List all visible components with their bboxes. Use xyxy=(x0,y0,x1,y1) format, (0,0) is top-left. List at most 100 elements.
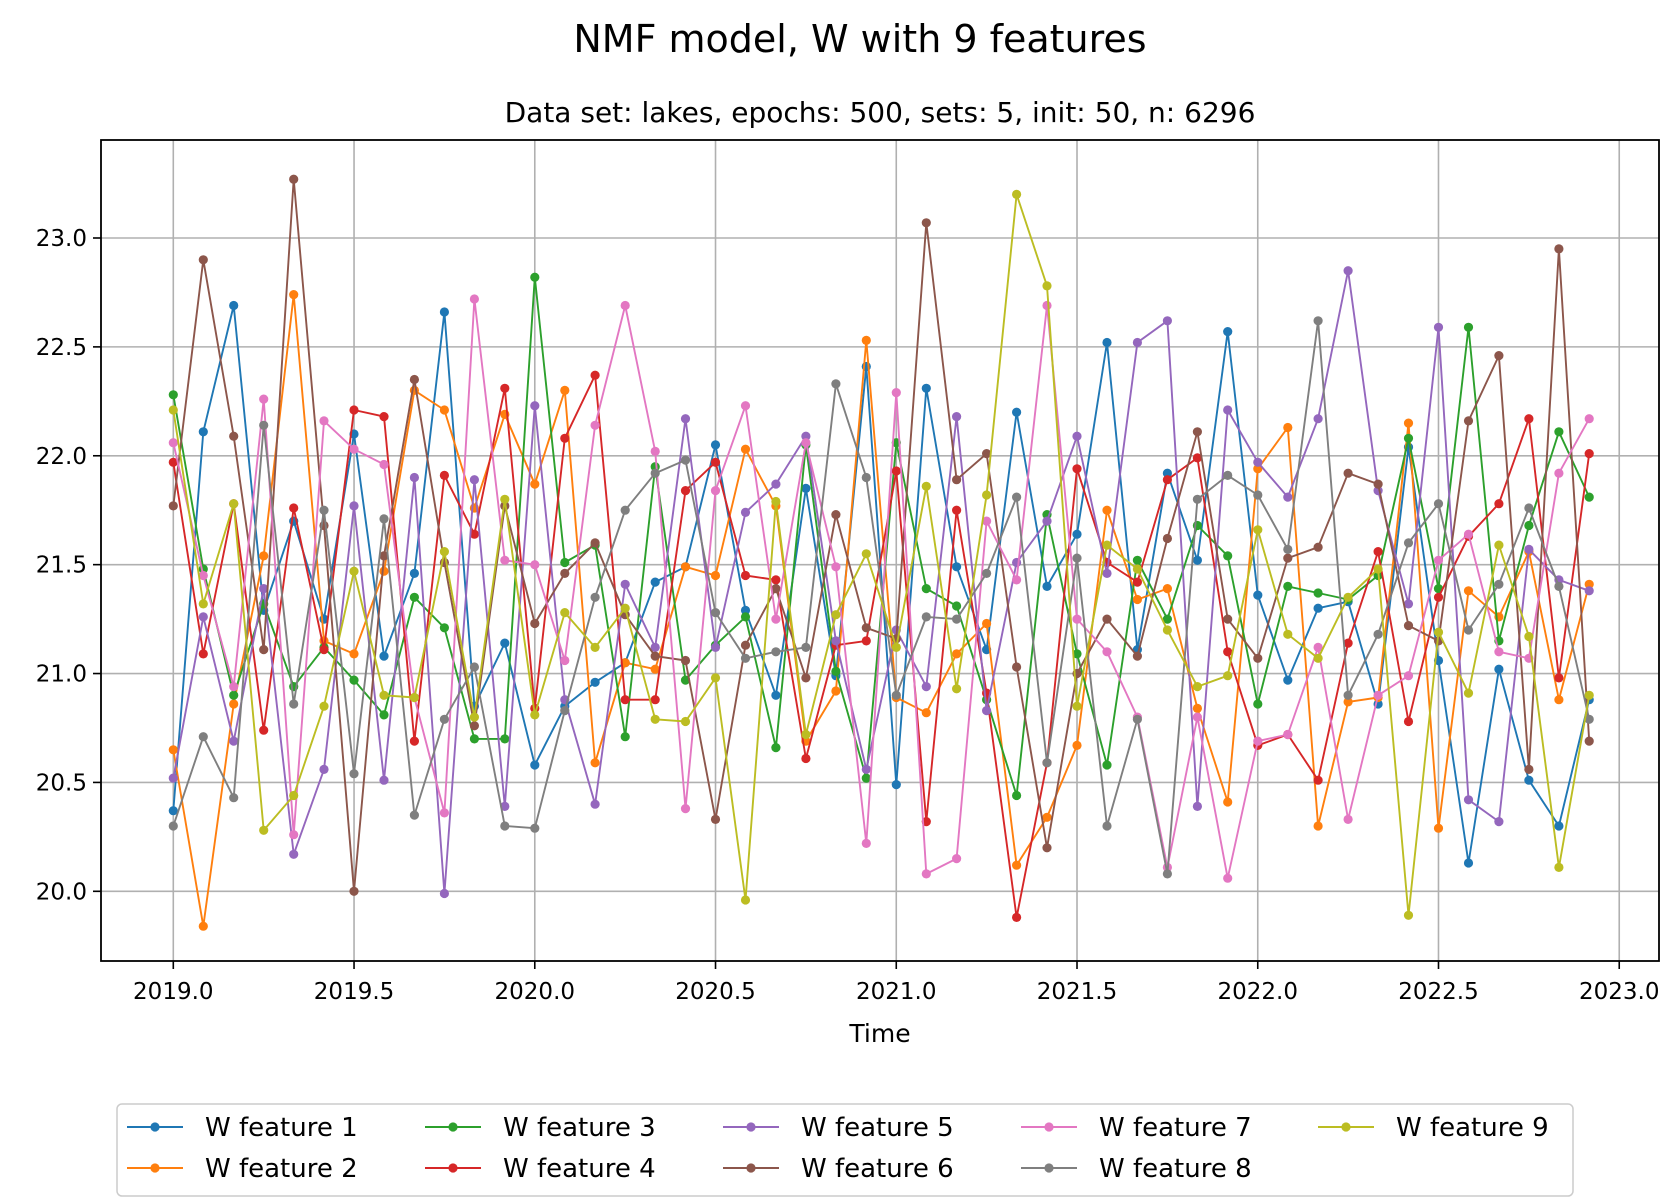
data-point xyxy=(319,505,329,515)
data-point xyxy=(740,507,751,517)
data-point xyxy=(620,300,630,311)
legend-swatch-marker xyxy=(1044,1163,1054,1173)
data-point xyxy=(1132,594,1142,605)
data-point xyxy=(921,682,931,692)
data-point xyxy=(1072,529,1082,539)
data-point xyxy=(259,394,269,404)
y-tick-label: 21.5 xyxy=(36,553,87,579)
data-point xyxy=(229,793,239,803)
x-axis-label: Time xyxy=(848,1019,910,1048)
data-point xyxy=(620,505,630,515)
data-point xyxy=(349,444,359,454)
data-point xyxy=(1343,697,1353,707)
data-point xyxy=(259,584,269,594)
data-point xyxy=(1524,520,1534,531)
data-point xyxy=(560,608,570,618)
data-point xyxy=(469,529,479,539)
data-point xyxy=(560,433,570,443)
data-point xyxy=(740,612,751,622)
data-point xyxy=(168,457,178,467)
data-point xyxy=(1584,586,1594,596)
data-point xyxy=(831,379,841,389)
data-point xyxy=(1192,494,1202,504)
y-tick-label: 22.5 xyxy=(36,335,87,361)
data-point xyxy=(439,714,449,724)
data-point xyxy=(439,405,449,415)
data-point xyxy=(1283,581,1293,592)
data-point xyxy=(409,374,419,385)
data-point xyxy=(1343,266,1353,276)
data-point xyxy=(952,505,962,515)
data-point xyxy=(740,895,751,905)
data-point xyxy=(1102,760,1112,770)
data-point xyxy=(1463,625,1474,635)
data-point xyxy=(1162,533,1172,544)
data-point xyxy=(710,673,721,683)
data-point xyxy=(560,655,570,666)
data-point xyxy=(1494,499,1504,509)
data-point xyxy=(469,712,479,722)
data-point xyxy=(1072,701,1082,711)
series-group xyxy=(168,174,1594,931)
data-point xyxy=(650,651,660,661)
data-point xyxy=(1463,795,1474,805)
data-point xyxy=(952,601,962,611)
data-point xyxy=(1192,703,1202,714)
data-point xyxy=(710,570,721,581)
data-point xyxy=(982,516,992,526)
data-point xyxy=(1253,736,1263,746)
data-point xyxy=(982,449,992,459)
data-point xyxy=(1343,814,1353,825)
data-point xyxy=(1132,564,1142,574)
data-point xyxy=(771,496,781,507)
data-point xyxy=(1433,627,1444,637)
data-point xyxy=(1403,433,1414,443)
data-point xyxy=(1463,586,1474,596)
data-point xyxy=(650,664,660,674)
data-point xyxy=(379,551,389,561)
data-point xyxy=(801,431,811,441)
data-point xyxy=(1162,614,1172,624)
data-point xyxy=(409,692,419,703)
data-point xyxy=(530,479,540,489)
data-point xyxy=(861,773,871,783)
legend-swatch-marker xyxy=(150,1163,160,1173)
data-point xyxy=(1253,490,1263,500)
data-point xyxy=(1313,821,1323,831)
data-point xyxy=(1463,416,1474,426)
data-point xyxy=(1102,337,1112,348)
data-point xyxy=(1554,244,1564,254)
data-point xyxy=(801,483,811,493)
data-point xyxy=(469,294,479,304)
legend-label: W feature 3 xyxy=(503,1113,656,1143)
data-point xyxy=(229,682,239,692)
data-point xyxy=(1373,690,1383,700)
data-point xyxy=(1373,547,1383,557)
data-point xyxy=(168,773,178,783)
data-point xyxy=(409,592,419,602)
data-point xyxy=(1373,564,1383,574)
data-point xyxy=(1283,492,1293,502)
series-line xyxy=(172,293,1591,928)
data-point xyxy=(952,562,962,572)
data-point xyxy=(229,431,239,441)
data-point xyxy=(1313,588,1323,598)
data-point xyxy=(1554,673,1564,683)
data-point xyxy=(1253,590,1263,600)
data-point xyxy=(710,814,721,825)
data-point xyxy=(952,854,962,864)
data-point xyxy=(620,603,630,613)
data-point xyxy=(1042,516,1052,526)
data-point xyxy=(1524,414,1534,424)
data-point xyxy=(560,706,570,716)
data-point xyxy=(1554,862,1564,873)
plot-frame xyxy=(100,139,1660,962)
data-point xyxy=(650,577,660,587)
data-point xyxy=(831,509,841,520)
data-point xyxy=(379,710,389,720)
data-point xyxy=(1403,621,1414,631)
data-point xyxy=(680,455,691,465)
data-point xyxy=(1192,453,1202,463)
data-point xyxy=(1223,797,1233,807)
data-point xyxy=(289,849,299,859)
